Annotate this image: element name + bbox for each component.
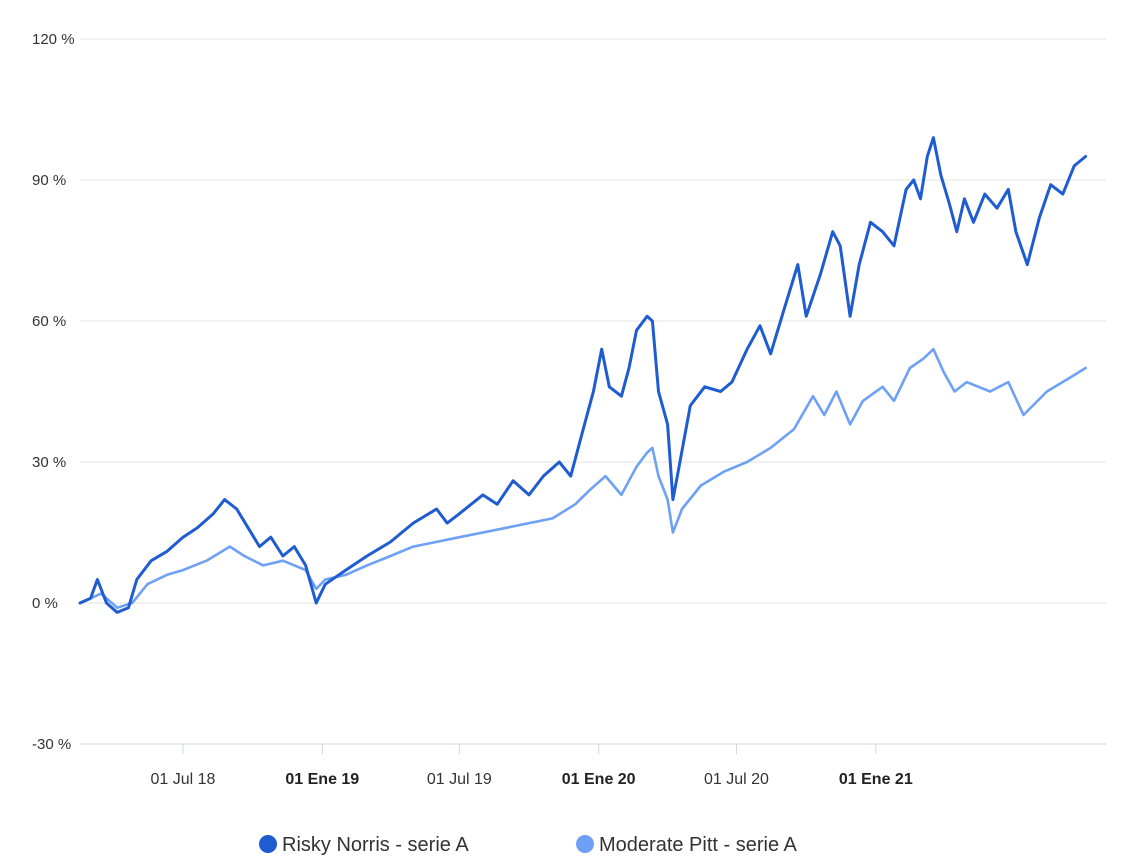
legend-label: Risky Norris - serie A bbox=[282, 834, 469, 856]
legend-item-moderate-pitt[interactable]: Moderate Pitt - serie A bbox=[576, 834, 798, 856]
y-tick-label: 30 % bbox=[32, 454, 66, 471]
y-tick-label: 90 % bbox=[32, 172, 66, 189]
series-line-risky-norris[interactable] bbox=[78, 136, 1088, 614]
y-tick-label: 60 % bbox=[32, 313, 66, 330]
x-tick-label: 01 Ene 21 bbox=[839, 771, 913, 788]
y-tick-label: -30 % bbox=[32, 736, 71, 753]
y-tick-label: 120 % bbox=[32, 31, 75, 48]
legend-item-risky-norris[interactable]: Risky Norris - serie A bbox=[259, 834, 469, 856]
x-axis: 01 Jul 18 01 Ene 19 01 Jul 19 01 Ene 20 01 J… bbox=[80, 743, 1106, 788]
x-tick-label: 01 Jul 20 bbox=[704, 771, 769, 788]
legend-marker bbox=[259, 835, 277, 853]
legend[interactable]: Risky Norris - serie A Moderate Pitt - se… bbox=[259, 834, 798, 856]
x-tick-label: 01 Ene 20 bbox=[562, 771, 636, 788]
y-tick-label: 0 % bbox=[32, 595, 58, 612]
series-lines bbox=[78, 136, 1088, 614]
legend-marker bbox=[576, 835, 594, 853]
y-axis: -30 % 0 % 30 % 60 % 90 % 120 % bbox=[32, 31, 75, 753]
series-line-moderate-pitt[interactable] bbox=[78, 347, 1087, 609]
legend-label: Moderate Pitt - serie A bbox=[599, 834, 798, 856]
gridlines bbox=[80, 38, 1106, 604]
x-tick-label: 01 Jul 18 bbox=[151, 771, 216, 788]
x-tick-label: 01 Jul 19 bbox=[427, 771, 492, 788]
x-tick-label: 01 Ene 19 bbox=[285, 771, 359, 788]
